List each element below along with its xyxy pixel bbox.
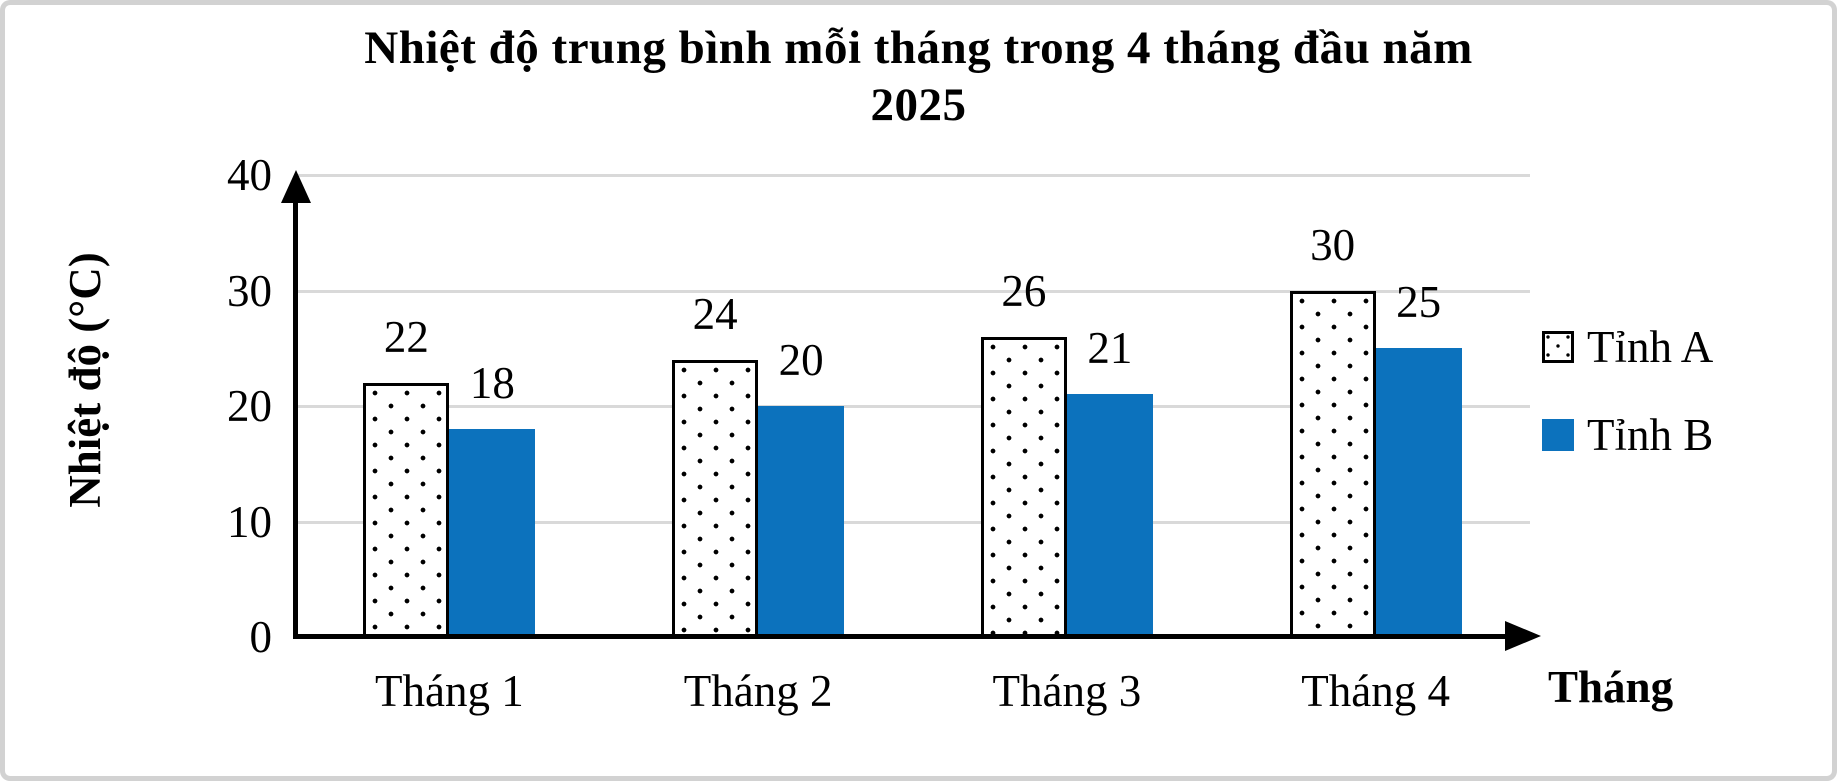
bar-tinh-b-3 <box>1066 394 1153 637</box>
gridline-20 <box>298 405 1530 408</box>
chart-title: Nhiệt độ trung bình mỗi tháng trong 4 th… <box>0 20 1837 134</box>
x-category-label-1: Tháng 1 <box>375 666 524 716</box>
bar-value-tinh-a-2: 24 <box>692 288 738 339</box>
bar-tinh-b-2 <box>758 406 845 637</box>
legend-item-tinh-a: Tỉnh A <box>1542 318 1713 376</box>
x-category-label-4: Tháng 4 <box>1301 666 1450 716</box>
gridline-30 <box>298 289 1530 293</box>
bar-value-tinh-a-3: 26 <box>1001 265 1047 316</box>
y-axis-arrow-icon <box>281 170 311 203</box>
bar-value-tinh-b-2: 20 <box>778 335 824 385</box>
x-category-label-3: Tháng 3 <box>992 666 1142 716</box>
legend-swatch-icon <box>1542 331 1574 363</box>
chart-title-line1: Nhiệt độ trung bình mỗi tháng trong 4 th… <box>364 22 1473 74</box>
bar-value-tinh-a-4: 30 <box>1310 219 1356 270</box>
y-tick-label-20: 20 <box>227 381 272 431</box>
bar-value-tinh-b-4: 25 <box>1396 277 1442 328</box>
x-category-label-2: Tháng 2 <box>683 666 833 716</box>
y-tick-label-0: 0 <box>249 612 273 662</box>
bar-tinh-b-4 <box>1375 348 1462 637</box>
bar-value-tinh-b-3: 21 <box>1087 323 1133 374</box>
bar-tinh-a-3 <box>980 336 1067 637</box>
chart-title-line2: 2025 <box>870 79 967 131</box>
legend-swatch-icon <box>1542 419 1574 451</box>
legend-item-tinh-b: Tỉnh B <box>1542 406 1713 464</box>
gridline-40 <box>298 174 1530 177</box>
bar-tinh-a-4 <box>1289 290 1376 637</box>
y-tick-label-10: 10 <box>227 496 272 547</box>
y-axis-title: Nhiệt độ (°C) <box>60 252 110 508</box>
bar-tinh-b-1 <box>449 429 536 637</box>
bar-tinh-a-2 <box>672 359 759 637</box>
bar-value-tinh-a-1: 22 <box>383 311 429 362</box>
y-axis-line <box>293 190 298 637</box>
legend: Tỉnh A Tỉnh B <box>1542 318 1713 464</box>
legend-label: Tỉnh A <box>1587 322 1714 372</box>
y-tick-label-40: 40 <box>227 150 272 200</box>
x-axis-title: Tháng <box>1548 662 1674 712</box>
bar-tinh-a-1 <box>363 382 450 637</box>
legend-label: Tỉnh B <box>1587 410 1714 460</box>
y-tick-label-30: 30 <box>227 265 272 316</box>
x-axis-line <box>293 634 1505 639</box>
bar-value-tinh-b-1: 18 <box>469 358 515 409</box>
gridline-10 <box>298 520 1530 524</box>
x-axis-arrow-icon <box>1505 621 1541 651</box>
